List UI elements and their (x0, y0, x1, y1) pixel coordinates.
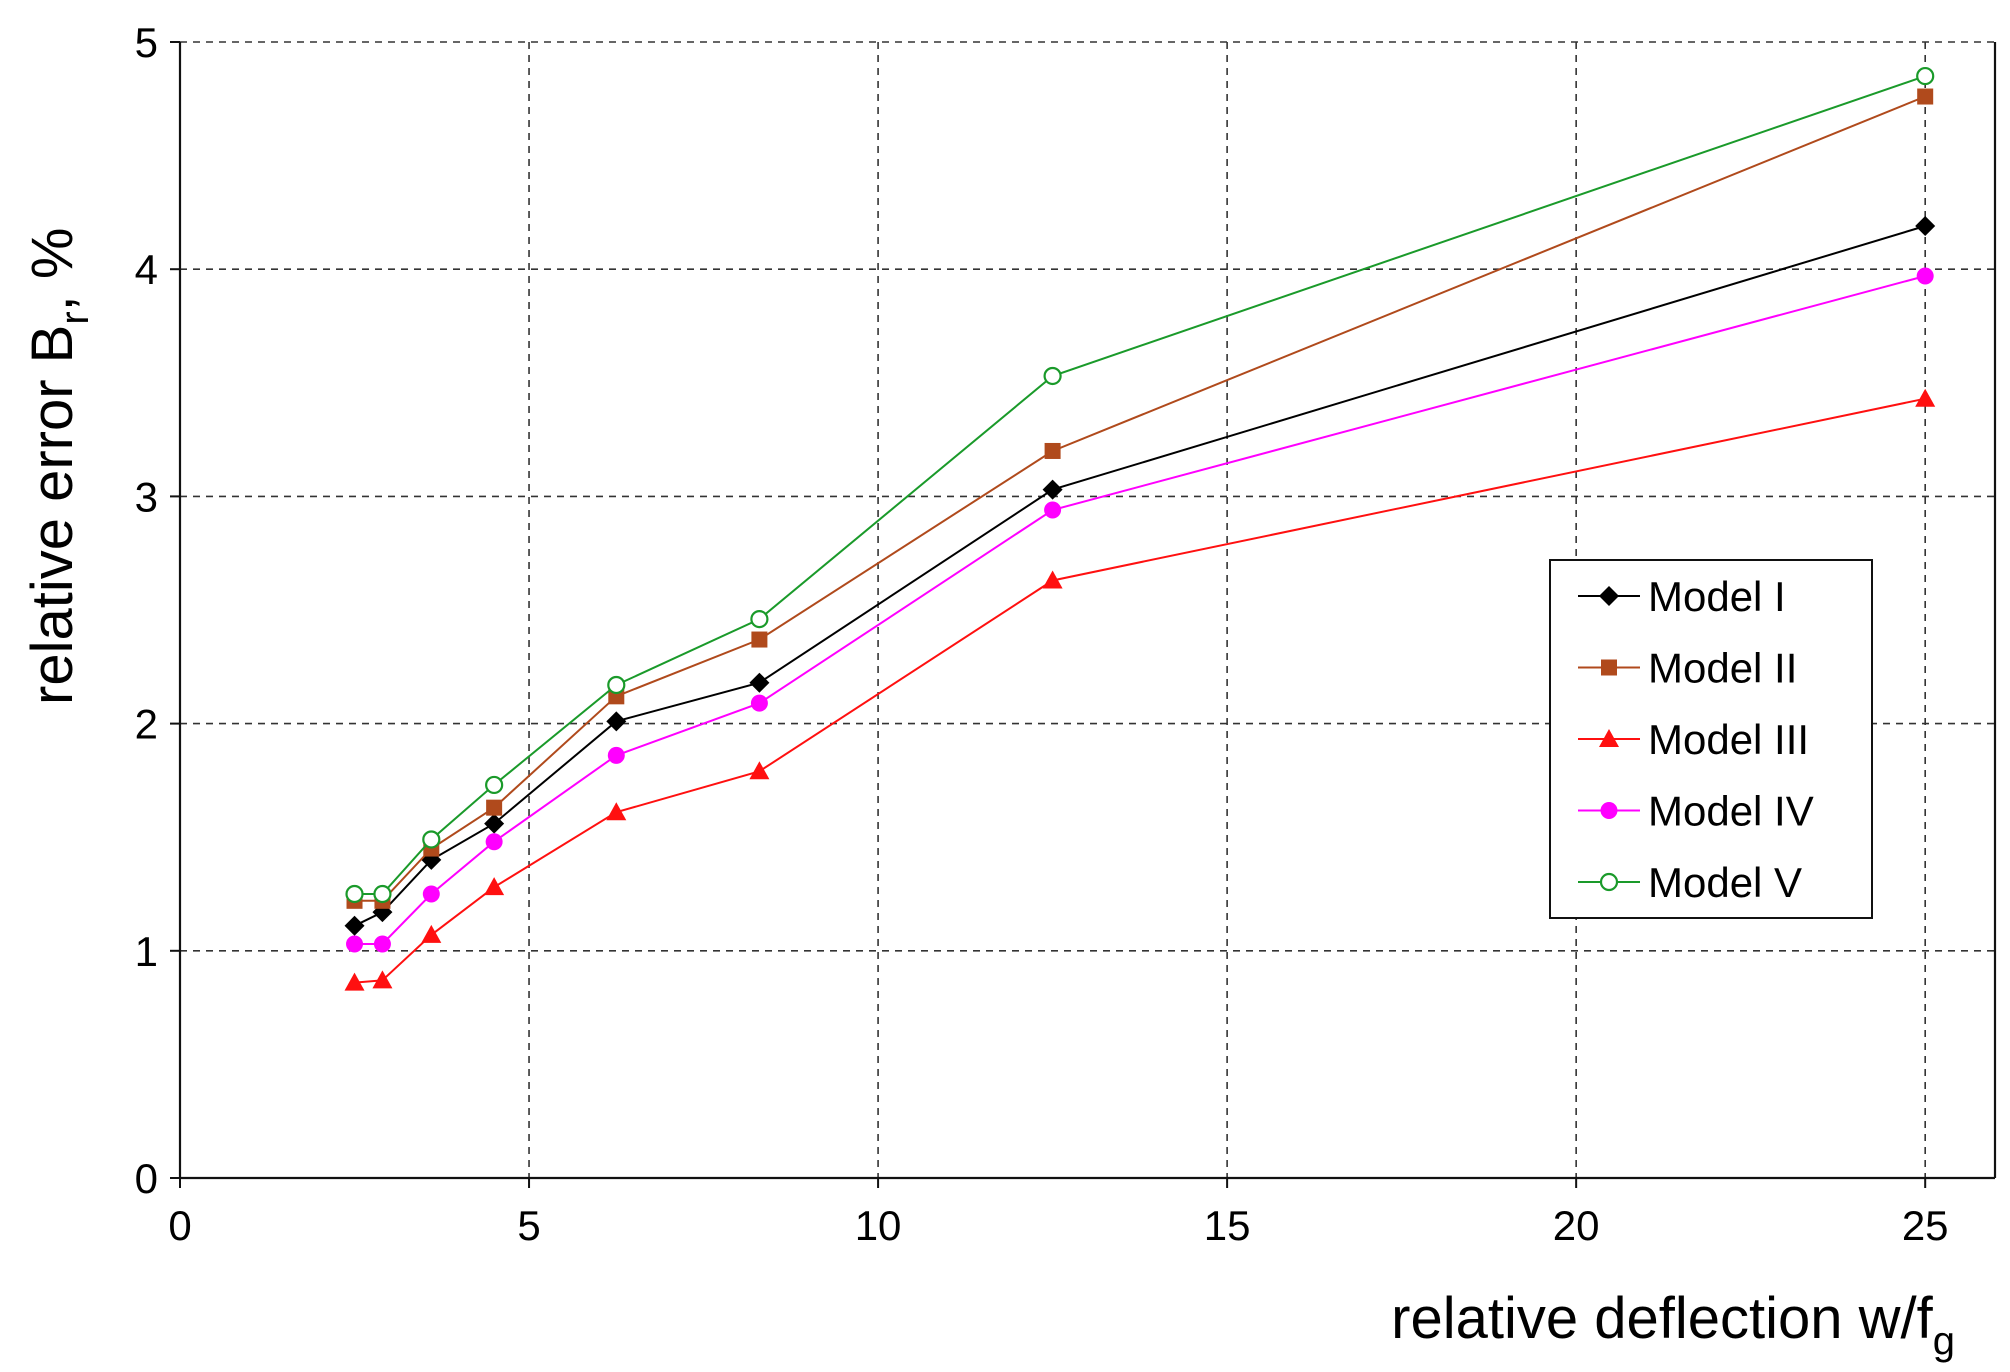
legend-label-model-v: Model V (1648, 859, 1802, 906)
x-tick-label: 25 (1902, 1202, 1949, 1249)
legend-marker-model-ii (1601, 659, 1617, 676)
series-model-v (345, 66, 1935, 904)
legend-marker-model-v (1599, 872, 1619, 892)
legend-marker-model-iv (1600, 802, 1618, 819)
data-point-model-iv (750, 694, 768, 712)
y-tick-label: 4 (135, 246, 158, 293)
data-point-model-iii (421, 924, 442, 943)
legend-marker-model-i (1599, 586, 1619, 606)
axes (170, 41, 1997, 1188)
series-line-model-v (354, 75, 1926, 895)
legend-entry-model-v: Model V (1578, 859, 1802, 906)
y-tick-label: 2 (135, 701, 158, 748)
series-line-model-i (354, 225, 1926, 927)
legend-label-model-i: Model I (1648, 573, 1786, 620)
y-axis-title-main: relative error B (20, 325, 85, 705)
y-tick-label: 0 (135, 1155, 158, 1202)
legend-label-model-iii: Model III (1648, 716, 1809, 763)
data-point-model-iii (606, 802, 627, 821)
series-model-iii (344, 388, 1936, 991)
legend-entry-model-ii: Model II (1578, 645, 1797, 692)
x-tick-label: 10 (855, 1202, 902, 1249)
data-point-model-iv (422, 885, 440, 903)
data-point-model-v (1043, 366, 1062, 386)
x-tick-label: 0 (168, 1202, 191, 1249)
data-point-model-v (345, 884, 364, 904)
y-axis-title-suffix: , % (20, 228, 85, 312)
data-point-model-iv (607, 746, 625, 764)
x-axis-title: relative deflection w/fg (1391, 1286, 1955, 1363)
series-line-model-iv (354, 275, 1926, 945)
y-tick-label: 5 (135, 19, 158, 66)
x-tick-label: 5 (517, 1202, 540, 1249)
data-point-model-ii (486, 799, 503, 816)
y-axis-title: relative error Br, % (20, 228, 97, 705)
x-axis-title-main: relative deflection w/f (1391, 1286, 1933, 1351)
data-point-model-i (1915, 216, 1936, 237)
legend-marker-model-iii (1599, 729, 1619, 747)
data-point-model-iv (485, 833, 503, 851)
series-model-iv (346, 267, 1934, 953)
data-point-model-i (606, 711, 627, 732)
series-line-model-iii (354, 397, 1926, 984)
data-point-model-iii (344, 972, 365, 991)
data-point-model-iv (1916, 267, 1934, 285)
y-axis-title-subscript: r (53, 311, 97, 324)
y-tick-label: 1 (135, 928, 158, 975)
legend-entry-model-iii: Model III (1578, 716, 1809, 763)
data-point-model-iv (346, 935, 364, 953)
data-point-model-iii (372, 970, 393, 989)
data-point-model-i (344, 915, 365, 936)
tick-labels: 0 5 10 15 20 25 0 1 2 3 4 5 (135, 19, 1949, 1249)
data-point-model-v (485, 775, 504, 795)
data-point-model-ii (1044, 442, 1061, 459)
legend-label-model-ii: Model II (1648, 645, 1797, 692)
data-series (344, 66, 1936, 991)
data-point-model-iv (373, 935, 391, 953)
legend-entry-model-iv: Model IV (1578, 788, 1814, 835)
data-point-model-ii (751, 631, 768, 648)
x-tick-label: 20 (1553, 1202, 1600, 1249)
data-point-model-i (749, 672, 770, 693)
data-point-model-iii (749, 761, 770, 780)
data-point-model-v (750, 609, 769, 629)
y-tick-label: 3 (135, 473, 158, 520)
legend-entry-model-i: Model I (1578, 573, 1786, 620)
data-point-model-iii (484, 877, 505, 896)
data-point-model-v (607, 675, 626, 695)
x-axis-title-subscript: g (1933, 1319, 1955, 1363)
data-point-model-v (422, 830, 441, 849)
data-point-model-iii (1915, 388, 1936, 407)
data-point-model-i (484, 813, 505, 834)
data-point-model-v (1916, 66, 1935, 86)
series-model-i (344, 216, 1936, 936)
legend-label-model-iv: Model IV (1648, 788, 1814, 835)
data-point-model-iii (1042, 570, 1063, 589)
data-point-model-i (1042, 479, 1063, 500)
legend: Model I Model II Model III Model IV Model V (1549, 559, 1873, 919)
x-tick-label: 15 (1204, 1202, 1251, 1249)
data-point-model-ii (1917, 88, 1934, 105)
data-point-model-v (373, 884, 392, 904)
data-point-model-iv (1044, 501, 1062, 519)
